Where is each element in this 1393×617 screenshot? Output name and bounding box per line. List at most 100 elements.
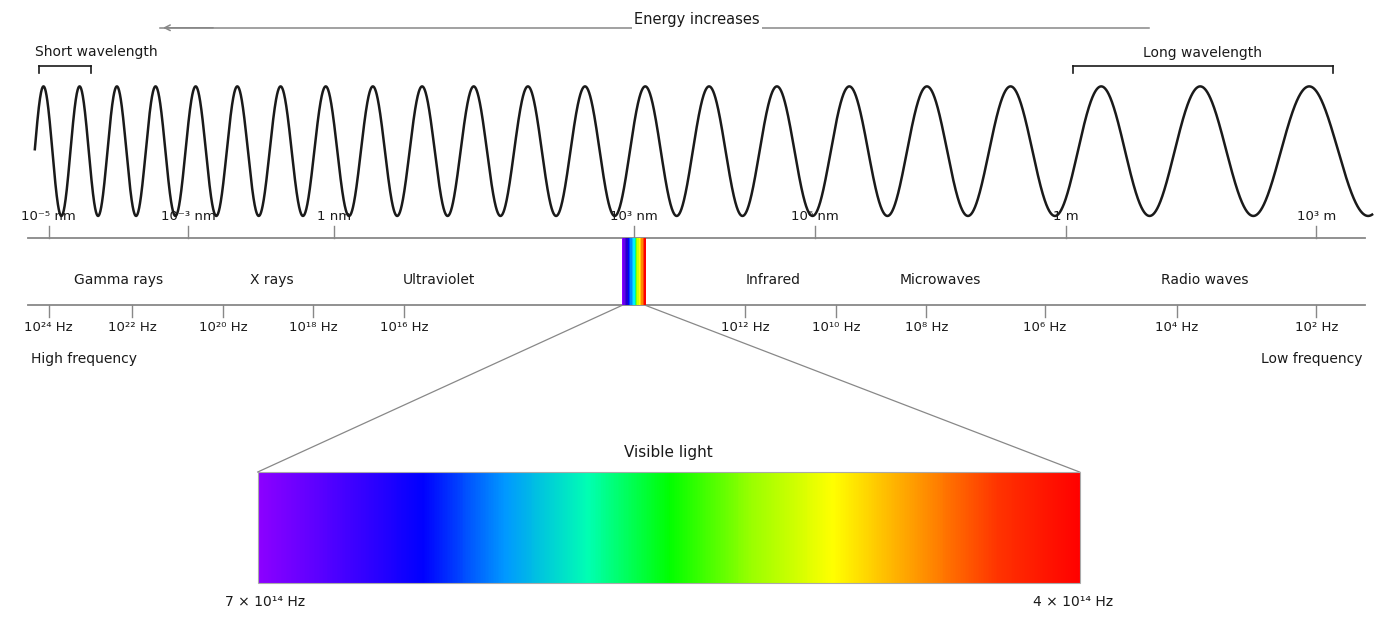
Text: 10³ nm: 10³ nm — [610, 210, 657, 223]
Bar — [781, 472, 784, 583]
Bar — [1031, 472, 1032, 583]
Bar — [559, 472, 560, 583]
Bar — [674, 472, 676, 583]
Bar — [892, 472, 894, 583]
Bar — [638, 472, 639, 583]
Bar — [744, 472, 745, 583]
Bar — [736, 472, 738, 583]
Bar — [648, 472, 649, 583]
Bar — [724, 472, 726, 583]
Bar — [316, 472, 319, 583]
Bar — [440, 472, 442, 583]
Bar — [295, 472, 297, 583]
Text: Gamma rays: Gamma rays — [74, 273, 163, 286]
Bar — [368, 472, 369, 583]
Bar — [1074, 472, 1077, 583]
Bar — [620, 472, 621, 583]
Bar — [924, 472, 925, 583]
Bar — [939, 472, 940, 583]
Bar — [468, 472, 469, 583]
Bar — [768, 472, 769, 583]
Bar — [660, 472, 662, 583]
Bar — [627, 238, 628, 305]
Bar — [887, 472, 889, 583]
Bar — [437, 472, 439, 583]
Bar — [521, 472, 522, 583]
Bar — [397, 472, 398, 583]
Bar — [286, 472, 287, 583]
Bar — [1078, 472, 1080, 583]
Bar — [632, 238, 634, 305]
Bar — [1035, 472, 1036, 583]
Bar — [830, 472, 832, 583]
Bar — [584, 472, 585, 583]
Bar — [462, 472, 465, 583]
Text: Radio waves: Radio waves — [1162, 273, 1248, 286]
Bar — [483, 472, 485, 583]
Bar — [488, 472, 489, 583]
Text: Energy increases: Energy increases — [634, 12, 759, 27]
Bar — [510, 472, 511, 583]
Bar — [638, 238, 639, 305]
Bar — [653, 472, 656, 583]
Bar — [475, 472, 476, 583]
Bar — [848, 472, 850, 583]
Text: 10²⁰ Hz: 10²⁰ Hz — [199, 321, 247, 334]
Text: 10⁸ Hz: 10⁸ Hz — [904, 321, 949, 334]
Bar — [642, 472, 644, 583]
Text: Ultraviolet: Ultraviolet — [403, 273, 475, 286]
Bar — [376, 472, 378, 583]
Bar — [936, 472, 939, 583]
Bar — [274, 472, 276, 583]
Bar — [775, 472, 776, 583]
Bar — [1053, 472, 1055, 583]
Bar — [667, 472, 669, 583]
Bar — [925, 472, 926, 583]
Bar — [676, 472, 677, 583]
Bar — [1027, 472, 1028, 583]
Bar — [997, 472, 999, 583]
Bar — [425, 472, 428, 583]
Bar — [652, 472, 653, 583]
Bar — [538, 472, 539, 583]
Bar — [605, 472, 606, 583]
Bar — [988, 472, 989, 583]
Bar — [859, 472, 861, 583]
Bar — [898, 472, 900, 583]
Bar — [631, 472, 632, 583]
Bar — [716, 472, 717, 583]
Bar — [276, 472, 277, 583]
Bar — [905, 472, 907, 583]
Bar — [332, 472, 333, 583]
Bar — [958, 472, 960, 583]
Bar — [417, 472, 419, 583]
Bar — [467, 472, 468, 583]
Text: Short wavelength: Short wavelength — [35, 44, 157, 59]
Bar — [699, 472, 702, 583]
Bar — [294, 472, 295, 583]
Bar — [1034, 472, 1035, 583]
Bar — [680, 472, 681, 583]
Bar — [914, 472, 915, 583]
Bar — [644, 472, 645, 583]
Bar — [305, 472, 306, 583]
Bar — [834, 472, 836, 583]
Bar — [430, 472, 432, 583]
Bar — [540, 472, 542, 583]
Bar — [742, 472, 744, 583]
Bar — [912, 472, 914, 583]
Bar — [291, 472, 293, 583]
Bar — [579, 472, 581, 583]
Bar — [1045, 472, 1046, 583]
Bar — [348, 472, 350, 583]
Bar — [621, 472, 623, 583]
Bar — [954, 472, 957, 583]
Bar — [635, 238, 638, 305]
Bar — [446, 472, 447, 583]
Bar — [932, 472, 933, 583]
Bar — [1015, 472, 1017, 583]
Bar — [270, 472, 273, 583]
Bar — [301, 472, 302, 583]
Bar — [266, 472, 267, 583]
Bar — [944, 472, 946, 583]
